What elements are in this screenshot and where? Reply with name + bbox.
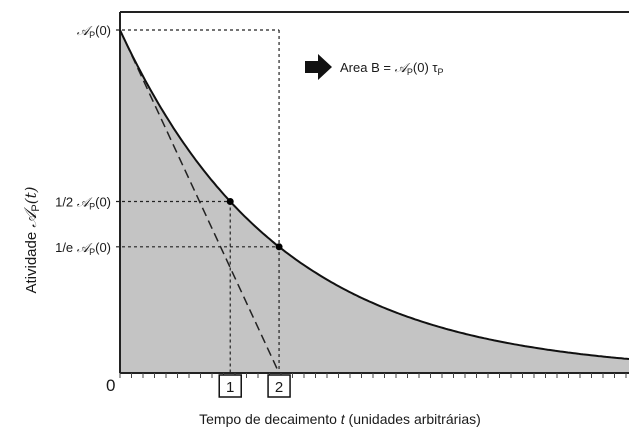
right-arrow-icon — [305, 54, 332, 80]
decay-curve — [119, 29, 629, 360]
area-b-label: Area B = 𝒜P(0) τP — [340, 60, 444, 77]
tangent-line — [119, 29, 280, 374]
half-life-point — [226, 198, 234, 205]
area-under-curve — [120, 30, 629, 373]
mean-life-point — [275, 243, 283, 251]
marker-box-1 — [218, 374, 242, 398]
y-tick-half: 1/2 𝒜P(0) — [55, 195, 111, 212]
y-tick-inv-e: 1/e 𝒜P(0) — [55, 240, 111, 257]
marker-label-2: 2 — [275, 379, 283, 396]
origin-label: 0 — [106, 376, 115, 395]
x-axis-label: Tempo de decaimento t (unidades arbitrár… — [199, 411, 481, 427]
marker-label-1: 1 — [226, 379, 234, 396]
area-annotation: Area B = 𝒜P(0) τP — [305, 54, 444, 80]
marker-box-2 — [267, 374, 291, 398]
plot-layer — [116, 11, 629, 378]
y-axis-label: Atividade 𝒜P(t) — [21, 186, 42, 293]
guide-lines — [116, 29, 280, 373]
y-tick-a0: 𝒜P(0) — [77, 23, 111, 40]
curve-points — [226, 198, 283, 251]
